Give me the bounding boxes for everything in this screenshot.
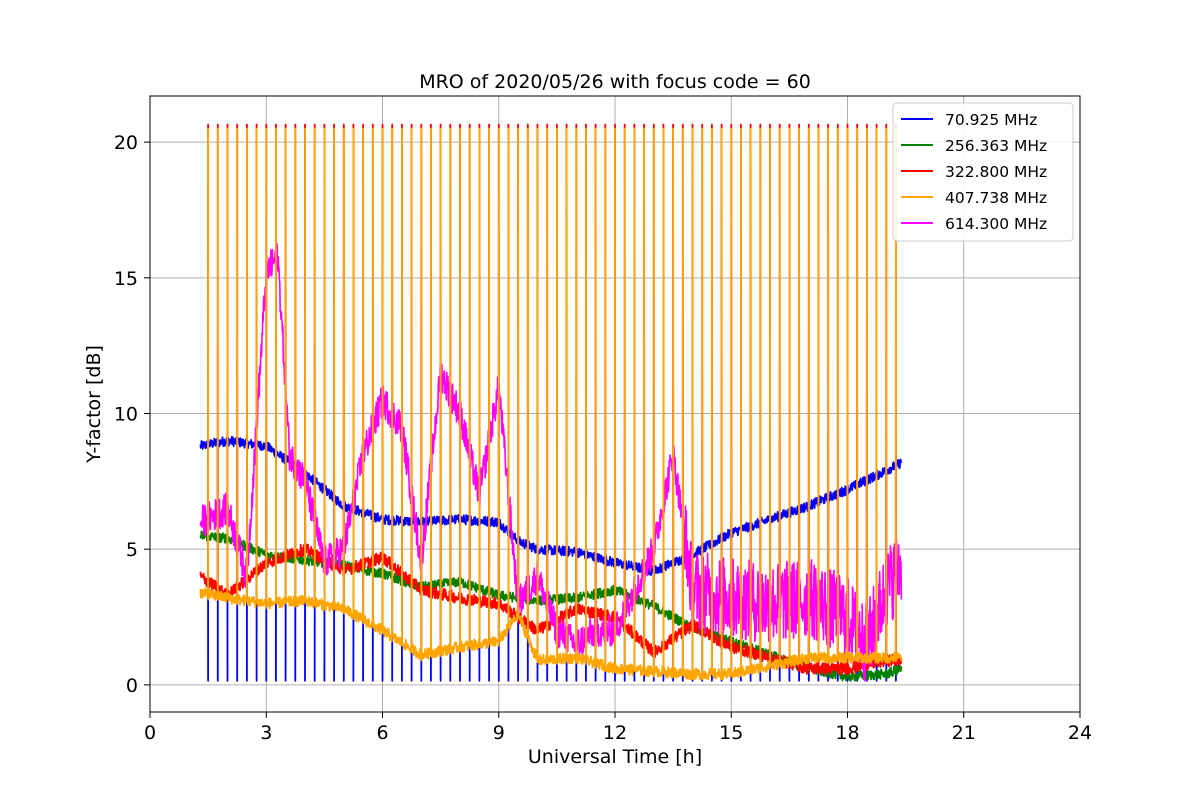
x-tick-label: 18 [835, 722, 859, 744]
series-line-3 [199, 127, 903, 681]
legend-label: 614.300 MHz [945, 215, 1047, 233]
legend-label: 70.925 MHz [945, 111, 1037, 129]
y-axis-label: Y-factor [dB] [83, 345, 105, 464]
y-tick-label: 15 [114, 268, 138, 290]
y-tick-label: 10 [114, 403, 138, 425]
series-line-0 [199, 435, 903, 682]
legend-label: 322.800 MHz [945, 163, 1047, 181]
x-tick-label: 3 [260, 722, 272, 744]
y-tick-label: 0 [126, 675, 138, 697]
series-layer [199, 123, 903, 682]
x-tick-label: 15 [719, 722, 743, 744]
chart-title: MRO of 2020/05/26 with focus code = 60 [419, 71, 811, 93]
x-tick-label: 21 [952, 722, 976, 744]
legend: 70.925 MHz 256.363 MHz 322.800 MHz 407.7… [892, 102, 1074, 242]
y-tick-label: 20 [114, 132, 138, 154]
y-tick-label: 5 [126, 539, 138, 561]
series-line-4 [199, 242, 903, 682]
x-axis-label: Universal Time [h] [528, 746, 702, 768]
x-tick-label: 6 [376, 722, 388, 744]
legend-label: 407.738 MHz [945, 189, 1047, 207]
legend-label: 256.363 MHz [945, 137, 1047, 155]
x-tick-label: 0 [144, 722, 156, 744]
legend-box [892, 102, 1074, 242]
x-tick-label: 12 [603, 722, 627, 744]
x-tick-label: 9 [493, 722, 505, 744]
x-tick-label: 24 [1068, 722, 1092, 744]
ticks: 0 3 6 9 12 15 18 21 24 0 5 10 15 20 [114, 132, 1092, 744]
